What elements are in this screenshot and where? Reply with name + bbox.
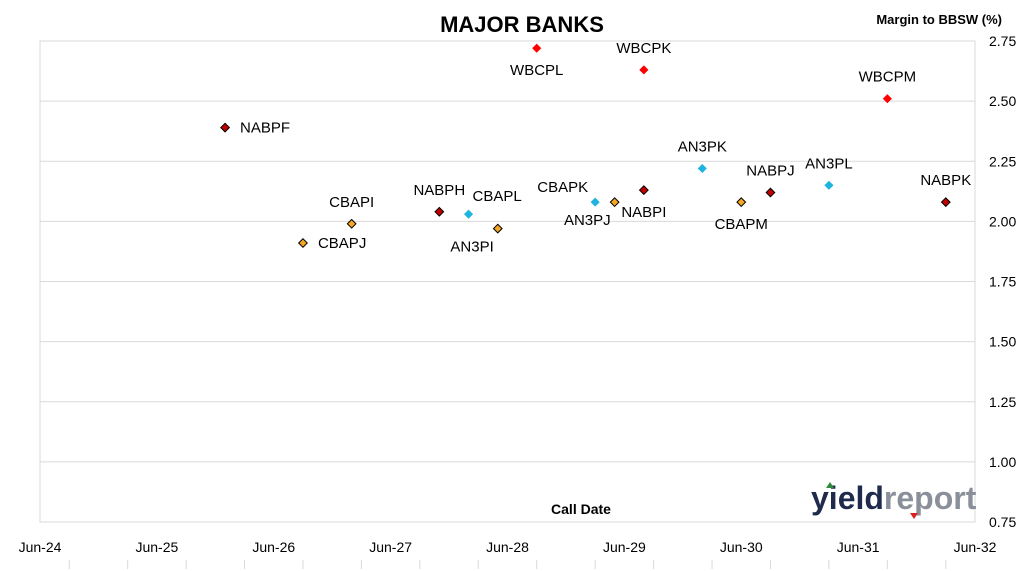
data-point-an3pl: [824, 180, 834, 190]
y-tick-label: 1.25: [989, 394, 1016, 410]
data-label-wbcpl: WBCPL: [510, 62, 563, 79]
y-tick-label: 0.75: [989, 514, 1016, 530]
data-labels: NABPF CBAPJ CBAPI NABPH CBAPL AN3PI WBCPL CBAPK…: [240, 40, 971, 256]
x-tick-label: Jun-25: [135, 539, 178, 555]
data-label-an3pi: AN3PI: [450, 239, 493, 256]
y-tick-label: 2.00: [989, 213, 1016, 229]
data-point-an3pk: [697, 163, 707, 174]
x-tick-label: Jun-30: [720, 539, 763, 555]
data-label-wbcpm: WBCPM: [859, 69, 917, 86]
data-point-wbcpk: [639, 65, 649, 75]
data-label-wbcpk: WBCPK: [616, 40, 671, 57]
data-point-nabpf: [220, 122, 231, 133]
data-point-wbcpm: [882, 94, 892, 104]
y-tick-label: 1.50: [989, 334, 1016, 350]
data-label-an3pj: AN3PJ: [564, 212, 611, 229]
x-tick-label: Jun-24: [19, 539, 62, 555]
y-tick-label: 2.25: [989, 153, 1016, 169]
chart-title: MAJOR BANKS: [440, 12, 604, 37]
data-label-cbapj: CBAPJ: [318, 235, 366, 252]
data-label-nabph: NABPH: [413, 182, 465, 199]
data-point-cbapj: [297, 238, 308, 249]
logo-text: yieldreport: [811, 480, 977, 516]
data-point-nabph: [434, 206, 445, 217]
y-axis-title: Margin to BBSW (%): [876, 12, 1002, 27]
y-axis-tick-labels: 2.75 2.50 2.25 2.00 1.75 1.50 1.25 1.00 0.75: [989, 33, 1016, 530]
y-tick-label: 1.00: [989, 454, 1016, 470]
data-label-cbapm: CBAPM: [715, 216, 768, 233]
x-tick-label: Jun-32: [954, 539, 997, 555]
logo-up-arrow-icon: [826, 482, 834, 488]
gridlines: [40, 40, 975, 523]
data-label-an3pk: AN3PK: [678, 138, 727, 155]
data-point-cbapk: [590, 197, 600, 207]
data-label-cbapi: CBAPI: [329, 194, 374, 211]
data-label-an3pl: AN3PL: [805, 155, 853, 172]
x-tick-label: Jun-27: [369, 539, 412, 555]
data-label-nabpf: NABPF: [240, 120, 290, 137]
data-point-an3pj: [609, 197, 620, 208]
data-point-cbapm: [736, 197, 747, 208]
data-point-an3pi: [492, 223, 503, 234]
data-label-nabpk: NABPK: [920, 172, 971, 189]
data-points: [220, 43, 951, 249]
x-axis-title: Call Date: [551, 501, 611, 517]
data-point-cbapi: [346, 218, 357, 229]
yieldreport-logo: yieldreport: [811, 480, 977, 519]
y-tick-label: 2.50: [989, 93, 1016, 109]
x-tick-label: Jun-28: [486, 539, 529, 555]
data-label-nabpi: NABPI: [621, 204, 666, 221]
y-tick-label: 1.75: [989, 274, 1016, 290]
data-point-nabpk: [940, 197, 951, 208]
x-tick-label: Jun-31: [837, 539, 880, 555]
x-axis-tick-labels: Jun-24 Jun-25 Jun-26 Jun-27 Jun-28 Jun-29 Jun-…: [19, 539, 997, 555]
data-label-cbapk: CBAPK: [537, 179, 588, 196]
data-point-nabpj: [765, 187, 776, 198]
data-point-wbcpl: [532, 43, 542, 53]
x-axis: [68, 560, 947, 569]
data-point-nabpi: [638, 185, 649, 196]
data-point-cbapl: [463, 209, 474, 219]
logo-report-text: report: [884, 480, 977, 516]
logo-yield-text: yield: [811, 480, 884, 516]
y-tick-label: 2.75: [989, 33, 1016, 49]
x-tick-label: Jun-29: [603, 539, 646, 555]
data-label-nabpj: NABPJ: [746, 163, 794, 180]
logo-down-arrow-icon: [910, 513, 918, 519]
x-tick-label: Jun-26: [252, 539, 295, 555]
data-label-cbapl: CBAPL: [473, 188, 522, 205]
